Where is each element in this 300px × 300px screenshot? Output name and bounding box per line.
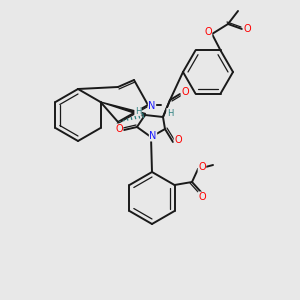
Text: H: H [135,106,141,116]
Text: O: O [198,162,206,172]
Text: H: H [167,109,173,118]
Text: N: N [149,131,157,141]
Text: O: O [174,135,182,145]
Polygon shape [100,102,146,116]
Text: O: O [181,87,189,97]
Text: O: O [198,192,206,202]
Text: N: N [148,101,156,111]
Text: O: O [204,27,212,37]
Text: O: O [243,24,251,34]
Text: O: O [115,124,123,134]
